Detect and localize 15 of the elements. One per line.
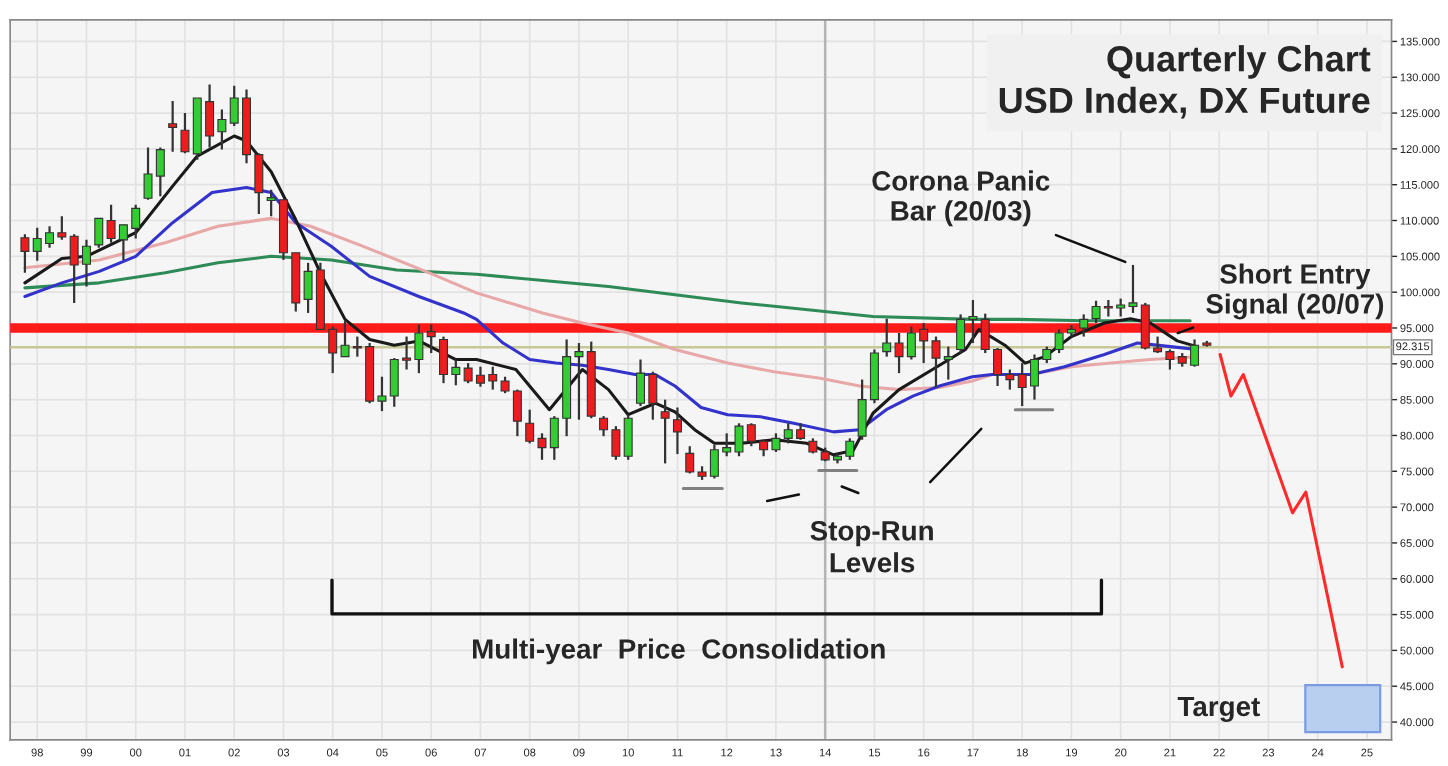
candlestick (426, 323, 436, 355)
text: Quarterly Chart USD Index, DX Future (999, 45, 1371, 119)
annotation: Corona Panic Bar (20/03) (872, 170, 1050, 227)
line-series (23, 134, 1199, 457)
line-series (1218, 352, 1344, 669)
candlestick (168, 99, 178, 153)
annotation: Multi-year Price Consolidation (473, 638, 885, 665)
candlestick (672, 406, 682, 456)
annotation: Stop-Run Levels (810, 520, 933, 573)
annotation: Short Entry Signal (20/07) (1206, 263, 1384, 320)
candlestick (623, 413, 633, 461)
candlestick (94, 217, 104, 249)
candlestick (660, 398, 670, 465)
annotation: Target (1177, 696, 1260, 722)
candlestick (1079, 313, 1089, 338)
